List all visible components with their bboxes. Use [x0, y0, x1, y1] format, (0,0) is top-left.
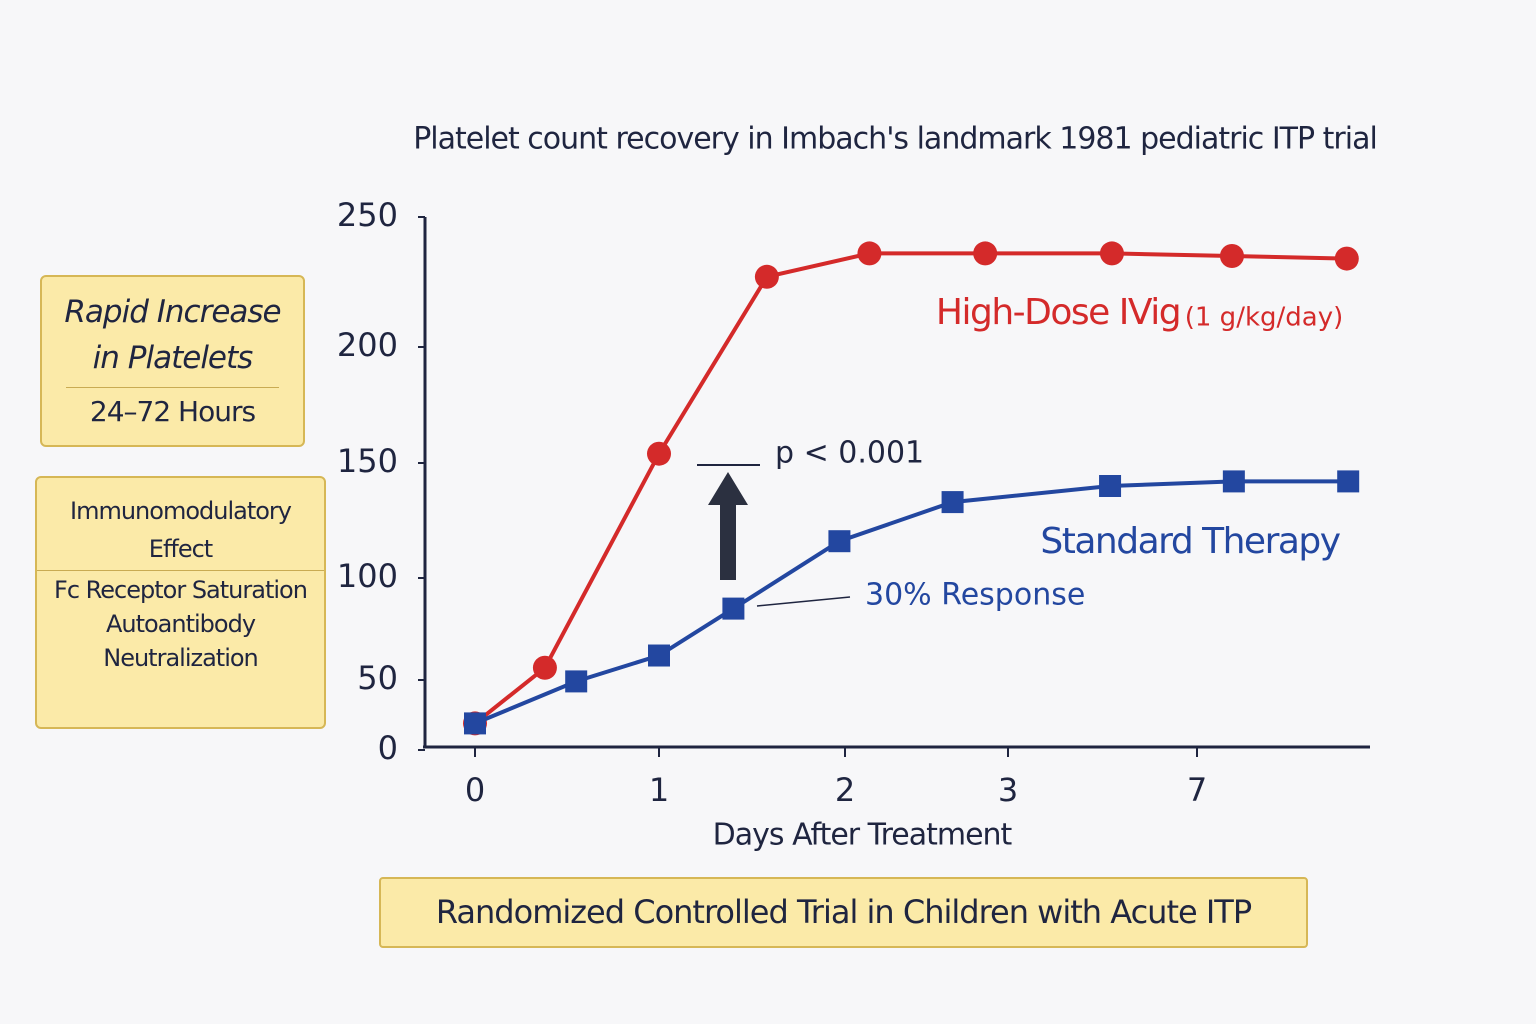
x-tick-label: 1 [649, 771, 669, 809]
panel-text: Autoantibody [105, 610, 256, 638]
response-label: 30% Response [865, 578, 1085, 613]
panel-text: 24–72 Hours [89, 395, 256, 428]
divider [37, 570, 324, 571]
marker [1334, 246, 1359, 271]
x-tick-label: 0 [465, 771, 485, 809]
panel-title: Immunomodulatory [70, 497, 292, 525]
marker [754, 264, 779, 289]
marker [648, 644, 670, 667]
marker [973, 241, 998, 266]
p-value: p < 0.001 [775, 436, 924, 471]
series-dose: (1 g/kg/day) [1185, 303, 1344, 333]
panel: Rapid Increase in Platelets 24–72 Hours [40, 275, 305, 447]
chart-title: Platelet count recovery in Imbach's land… [413, 122, 1377, 157]
series-label: Standard Therapy [1040, 521, 1340, 562]
marker [857, 241, 882, 266]
panel-title: Rapid Increase [64, 294, 281, 330]
marker [464, 712, 486, 735]
y-tick-label: 250 [337, 196, 398, 234]
arrow [708, 472, 748, 580]
x-tick-label: 2 [835, 771, 855, 809]
x-tick-label: 3 [998, 771, 1018, 809]
connector [756, 596, 851, 607]
marker [828, 530, 851, 553]
y-tick-label: 50 [357, 659, 398, 697]
marker [532, 655, 557, 680]
divider [66, 387, 279, 388]
footer: Randomized Controlled Trial in Children … [379, 877, 1308, 948]
marker [722, 597, 745, 620]
panel-title: in Platelets [92, 340, 254, 376]
y-tick-label: 0 [378, 729, 398, 767]
y-tick-label: 100 [337, 557, 398, 595]
panel-title: Effect [148, 535, 213, 563]
panel: Immunomodulatory Effect Fc Receptor Satura… [35, 476, 326, 729]
y-tick-label: 150 [337, 442, 398, 480]
series-label: High-Dose IVig [936, 292, 1180, 333]
marker [1222, 470, 1245, 493]
marker [941, 491, 964, 514]
panel-text: Neutralization [103, 644, 259, 672]
marker [1099, 475, 1122, 497]
marker [1099, 241, 1124, 266]
marker [1337, 470, 1360, 493]
y-tick-label: 200 [337, 326, 398, 364]
x-axis-label: Days After Treatment [713, 818, 1013, 853]
x-tick-label: 7 [1187, 771, 1207, 809]
marker [647, 441, 671, 466]
marker [565, 670, 588, 693]
marker [1219, 244, 1244, 268]
panel-text: Fc Receptor Saturation [54, 576, 308, 604]
